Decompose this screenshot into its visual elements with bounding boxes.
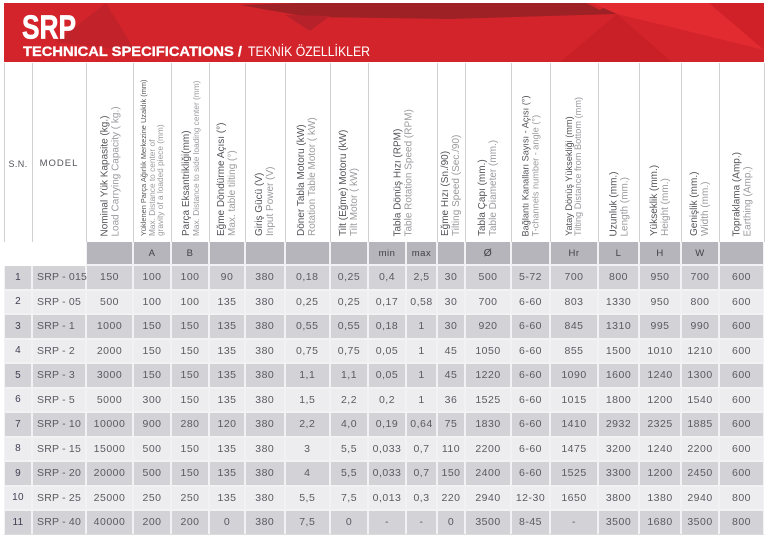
- svg-text:SRP: SRP: [22, 9, 76, 46]
- svg-text:TECHNICAL SPECIFICATIONS /: TECHNICAL SPECIFICATIONS /: [23, 43, 242, 59]
- svg-text:TEKNİK ÖZELLİKLER: TEKNİK ÖZELLİKLER: [248, 42, 370, 59]
